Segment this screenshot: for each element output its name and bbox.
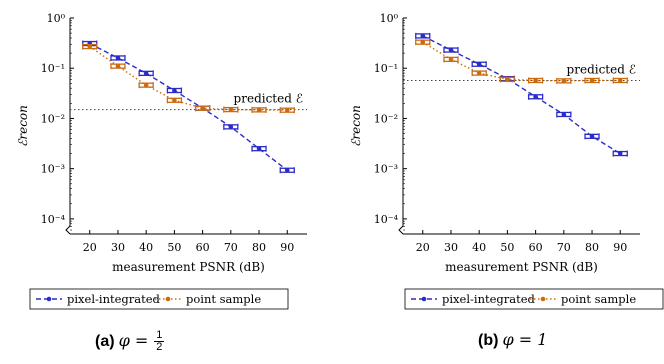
panel-b-y-axis-break (398, 225, 404, 235)
caption-a-label: (a) (95, 332, 115, 350)
panel-a-series-point-sample-point (143, 82, 149, 88)
panel-b-x-tick-label: 40 (472, 241, 486, 254)
panel-b-y-tick-label: 10⁰ (380, 12, 399, 25)
caption-a-symbol: φ = (118, 330, 149, 350)
panel-a-y-axis-break (65, 225, 71, 235)
panel-b-x-tick-label: 20 (416, 241, 430, 254)
panel-a-y-tick-label: 10⁻³ (41, 163, 65, 176)
panel-b-series-point-sample-point (476, 70, 482, 76)
panel-b-series-point-sample-point (561, 78, 567, 84)
panel-b-series-pixel-integrated-point (476, 61, 482, 67)
panel-b-x-label: measurement PSNR (dB) (445, 260, 598, 274)
panel-a-y-tick-label: 10⁻⁴ (41, 213, 66, 226)
panel-b-series-point-sample-point (420, 39, 426, 45)
panel-a-series-point-sample-point (87, 44, 93, 49)
panel-a-legend-pixel-integrated-label: pixel-integrated (67, 292, 161, 306)
panel-a-series-point-sample-point (200, 105, 205, 111)
panel-b-legend-point-sample-label: point sample (561, 292, 636, 306)
panel-b-x-tick-label: 70 (557, 241, 571, 254)
panel-a-x-label: measurement PSNR (dB) (112, 260, 265, 274)
caption-a-numerator: 1 (154, 329, 165, 342)
panel-a-x-tick-label: 60 (196, 241, 210, 254)
panel-a-series-pixel-integrated-point (284, 167, 290, 173)
panel-a-y-tick-label: 10⁻¹ (41, 62, 65, 75)
panel-a-legend-pixel-integrated-marker (46, 296, 52, 302)
panel-a-legend-point-sample-label: point sample (186, 292, 261, 306)
caption-b: (b) φ = 1 (478, 330, 551, 350)
panel-a-series-point-sample-point (115, 63, 121, 69)
panel-b-x-tick-label: 80 (585, 241, 599, 254)
panel-a-series-pixel-integrated-point (115, 55, 121, 61)
panel-a-x-tick-label: 50 (167, 241, 181, 254)
panel-b-series-point-sample-point (448, 57, 454, 62)
panel-b-y-tick-label: 10⁻¹ (374, 62, 398, 75)
panel-b-y-tick-label: 10⁻⁴ (374, 213, 399, 226)
panel-b-series-point-sample-point (617, 78, 623, 83)
panel-a-x-tick-label: 30 (111, 241, 125, 254)
panel-a-x-tick-label: 20 (83, 241, 97, 254)
panel-b-series-pixel-integrated-point (561, 112, 567, 117)
panel-a-series-pixel-integrated-point (172, 88, 177, 93)
panel-a-series-point-sample-point (284, 107, 290, 113)
panel-b-x-tick-label: 90 (613, 241, 627, 254)
panel-a-series-pixel-integrated-point (256, 146, 262, 151)
panel-a-x-tick-label: 90 (280, 241, 294, 254)
panel-a-y-tick-label: 10⁻² (41, 112, 65, 125)
panel-a-predicted-annotation: predicted ℰ (234, 92, 303, 106)
caption-b-symbol: φ = 1 (502, 330, 548, 349)
panel-b-series-pixel-integrated-point (420, 33, 426, 39)
panel-a-series-pixel-integrated-point (228, 124, 234, 130)
caption-a-denominator: 2 (156, 341, 163, 353)
panel-b-series-pixel-integrated-point (589, 134, 595, 139)
panel-b-y-label: ℰrecon (349, 105, 363, 147)
caption-a: (a) φ = 1 2 (95, 329, 165, 353)
panel-b-series-pixel-integrated-point (617, 151, 623, 156)
panel-b-predicted-annotation: predicted ℰ (567, 62, 636, 76)
panel-b-x-tick-label: 50 (500, 241, 514, 254)
panel-a-x-tick-label: 80 (252, 241, 266, 254)
panel-b-x-tick-label: 30 (444, 241, 458, 254)
panel-a-series-pixel-integrated-point (143, 71, 149, 76)
caption-b-label: (b) (478, 332, 499, 349)
panel-b-x-tick-label: 60 (529, 241, 543, 254)
panel-b-legend-pixel-integrated-label: pixel-integrated (442, 292, 536, 306)
panel-a-series-point-sample-point (256, 107, 262, 113)
panel-a-y-tick-label: 10⁰ (47, 12, 66, 25)
panel-b-legend-point-sample-marker (540, 296, 546, 302)
panel-a-series-point-sample-line (89, 45, 288, 111)
panel-a-x-tick-label: 70 (224, 241, 238, 254)
panel-b-series-point-sample-point (589, 78, 595, 83)
panel-a-series-point-sample-point (172, 97, 177, 103)
panel-a-x-tick-label: 40 (139, 241, 153, 254)
panel-b-y-tick-label: 10⁻³ (374, 163, 398, 176)
panel-b-series-pixel-integrated-point (533, 94, 538, 100)
panel-b-series-point-sample-point (533, 78, 538, 83)
panel-a-y-label: ℰrecon (16, 105, 30, 147)
panel-b-series-point-sample-line (422, 41, 621, 82)
panel-b-legend-pixel-integrated-marker (421, 296, 427, 302)
panel-b-y-tick-label: 10⁻² (374, 112, 398, 125)
panel-a-legend-point-sample-marker (165, 296, 171, 302)
panel-b-series-pixel-integrated-point (448, 47, 454, 53)
panel-a-series-pixel-integrated-line (89, 42, 288, 171)
panel-b-series-point-sample-point (505, 77, 510, 82)
panel-a-series-point-sample-point (228, 107, 234, 112)
